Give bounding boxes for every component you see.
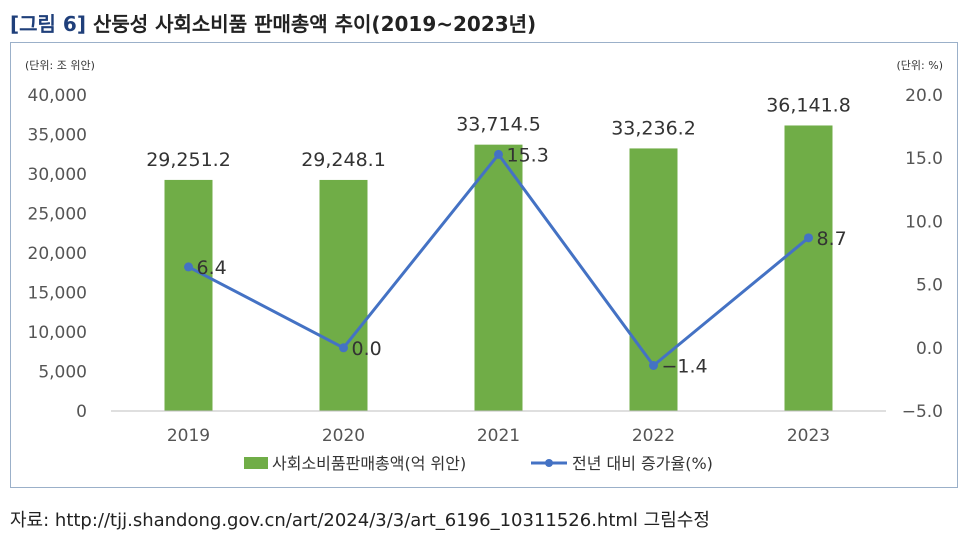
bar-value-label: 29,248.1	[301, 149, 386, 171]
source-note: 자료: http://tjj.shandong.gov.cn/art/2024/…	[10, 510, 710, 531]
bar-2023	[784, 125, 833, 411]
growth-value-label: −1.4	[662, 355, 708, 377]
left-axis-unit: (단위: 조 위안)	[25, 59, 95, 72]
legend-line-marker	[545, 459, 553, 467]
x-tick-label: 2021	[477, 426, 520, 446]
left-tick-label: 40,000	[28, 86, 87, 106]
right-tick-label: 0.0	[916, 339, 943, 359]
x-tick-label: 2023	[787, 426, 830, 446]
legend-bar-swatch	[244, 457, 268, 469]
x-tick-label: 2022	[632, 426, 675, 446]
bar-2020	[319, 179, 368, 411]
left-tick-label: 20,000	[28, 244, 87, 264]
left-tick-label: 25,000	[28, 205, 87, 225]
growth-value-label: 0.0	[352, 338, 382, 360]
left-tick-label: 5,000	[38, 363, 87, 383]
chart-container: (단위: 조 위안) (단위: %) 0 5,000 10,000 15,000 20,0…	[10, 42, 958, 488]
figure-label: [그림 6]	[10, 12, 86, 36]
legend-line-label: 전년 대비 증가율(%)	[572, 454, 713, 473]
growth-point-2022	[649, 360, 658, 370]
bar-2019	[164, 179, 213, 411]
growth-point-2020	[339, 343, 348, 353]
left-tick-label: 10,000	[28, 323, 87, 343]
left-tick-label: 35,000	[28, 126, 87, 146]
growth-point-2019	[184, 262, 193, 272]
left-tick-label: 30,000	[28, 165, 87, 185]
left-tick-label: 0	[76, 402, 87, 422]
growth-value-label: 8.7	[817, 228, 847, 250]
right-tick-label: 15.0	[905, 149, 943, 169]
right-tick-label: 5.0	[916, 276, 943, 296]
growth-value-label: 15.3	[507, 144, 549, 166]
chart-title: 산둥성 사회소비품 판매총액 추이(2019~2023년)	[92, 12, 537, 36]
growth-value-label: 6.4	[197, 257, 227, 279]
left-tick-label: 15,000	[28, 284, 87, 304]
bar-value-label: 36,141.8	[766, 94, 851, 116]
bar-value-label: 33,714.5	[456, 114, 541, 136]
growth-point-2023	[804, 233, 813, 243]
x-tick-label: 2019	[167, 426, 210, 446]
right-tick-label: 10.0	[905, 212, 943, 232]
legend-bar-label: 사회소비품판매총액(억 위안)	[272, 454, 466, 473]
bar-2021	[474, 144, 523, 411]
growth-point-2021	[494, 149, 503, 159]
figure-title-row: [그림 6] 산둥성 사회소비품 판매총액 추이(2019~2023년)	[10, 8, 536, 37]
right-axis-unit: (단위: %)	[897, 59, 943, 72]
bar-value-label: 29,251.2	[146, 149, 231, 171]
bar-value-label: 33,236.2	[611, 117, 696, 139]
right-tick-label: 20.0	[905, 86, 943, 106]
right-tick-label: −5.0	[902, 402, 943, 422]
x-tick-label: 2020	[322, 426, 365, 446]
combo-chart: (단위: 조 위안) (단위: %) 0 5,000 10,000 15,000 20,0…	[25, 59, 943, 473]
